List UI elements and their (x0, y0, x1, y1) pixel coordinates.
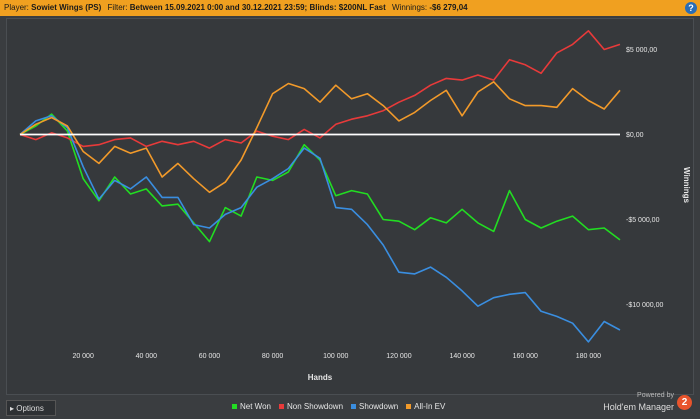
winnings-value: -$6 279,04 (429, 3, 468, 12)
legend-item[interactable]: Net Won (232, 402, 271, 411)
player-label: Player: (4, 3, 29, 12)
filter-value: Between 15.09.2021 0:00 and 30.12.2021 2… (129, 3, 386, 12)
y-tick-label: $0,00 (626, 132, 644, 139)
legend-item[interactable]: Showdown (351, 402, 398, 411)
options-label: Options (16, 404, 44, 413)
y-axis-label: Winnings (682, 167, 691, 203)
x-tick-label: 60 000 (199, 353, 221, 360)
player-value: Sowiet Wings (PS) (31, 3, 102, 12)
options-button[interactable]: ▸ Options (6, 400, 56, 416)
series-line-showdown (19, 115, 621, 343)
legend-item[interactable]: All-In EV (406, 402, 445, 411)
filter-label: Filter: (107, 3, 128, 12)
legend-swatch (351, 404, 357, 410)
series-line-all-in-ev (19, 81, 621, 194)
legend-label: Non Showdown (286, 402, 344, 411)
x-tick-label: 180 000 (576, 353, 601, 360)
legend-label: Net Won (240, 402, 271, 411)
brand-name: Hold'em Manager (603, 402, 674, 412)
brand-logo: Powered by Hold'em Manager 2 (602, 392, 692, 418)
series-line-non-showdown (19, 29, 621, 149)
legend-swatch (232, 404, 237, 410)
header-bar: Player: Sowiet Wings (PS) Filter: Betwee… (0, 0, 700, 16)
chart-legend: Net Won Non Showdown Showdown All-In EV (232, 402, 453, 411)
legend-swatch (278, 404, 284, 410)
y-tick-label: $5 000,00 (626, 47, 657, 54)
hm2-logo-icon: 2 (677, 395, 692, 410)
y-tick-label: -$10 000,00 (626, 302, 663, 309)
x-tick-label: 100 000 (323, 353, 348, 360)
winnings-label: Winnings: (392, 3, 428, 12)
x-tick-label: 80 000 (262, 353, 284, 360)
help-icon[interactable]: ? (685, 2, 697, 14)
legend-swatch (406, 404, 412, 410)
legend-label: Showdown (359, 402, 399, 411)
x-tick-label: 40 000 (136, 353, 158, 360)
x-tick-label: 160 000 (513, 353, 538, 360)
legend-item[interactable]: Non Showdown (278, 402, 344, 411)
x-tick-label: 120 000 (386, 353, 411, 360)
y-tick-label: -$5 000,00 (626, 217, 660, 224)
powered-by-text: Powered by (637, 392, 674, 399)
x-tick-label: 140 000 (449, 353, 474, 360)
x-axis-label: Hands (308, 373, 333, 382)
legend-label: All-In EV (414, 402, 446, 411)
series-line-net-won (19, 113, 621, 243)
x-tick-label: 20 000 (72, 353, 94, 360)
